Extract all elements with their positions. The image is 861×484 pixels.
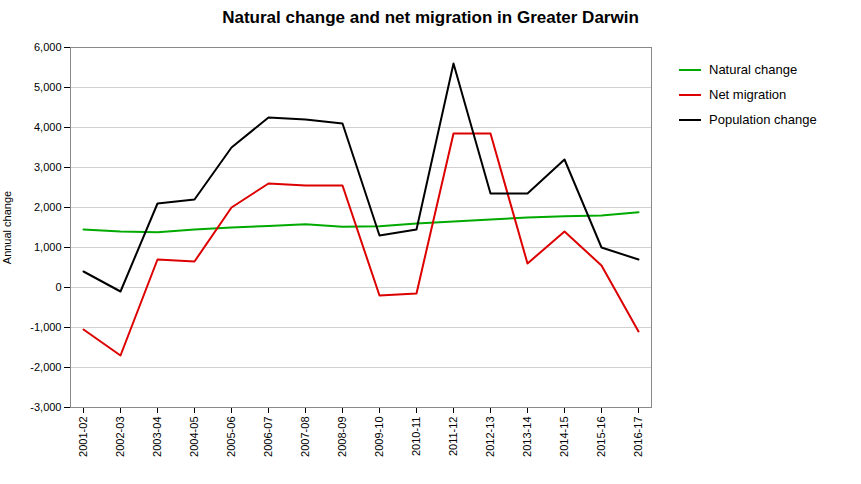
- html-text:Natural change: Natural change: [709, 62, 798, 77]
- svg-text:-1,000: -1,000: [30, 321, 61, 333]
- svg-text:2013-14: 2013-14: [521, 417, 533, 457]
- svg-text:Annual change: Annual change: [1, 191, 13, 264]
- svg-text:2011-12: 2011-12: [447, 417, 459, 457]
- svg-text:0: 0: [55, 281, 61, 293]
- svg-text:6,000: 6,000: [34, 41, 62, 53]
- html-text:Net migration: Net migration: [709, 87, 787, 102]
- svg-text:2008-09: 2008-09: [336, 417, 348, 457]
- svg-text:2012-13: 2012-13: [484, 417, 496, 457]
- svg-text:-3,000: -3,000: [30, 401, 61, 413]
- svg-text:1,000: 1,000: [34, 241, 62, 253]
- html-text:Population change: Population change: [709, 112, 817, 127]
- svg-text:2004-05: 2004-05: [188, 417, 200, 457]
- svg-text:2005-06: 2005-06: [225, 417, 237, 457]
- svg-text:2002-03: 2002-03: [114, 417, 126, 457]
- html-text:Natural change and net migrati: Natural change and net migration in Grea…: [222, 8, 639, 27]
- svg-text:3,000: 3,000: [34, 161, 62, 173]
- svg-text:2001-02: 2001-02: [77, 417, 89, 457]
- svg-text:2007-08: 2007-08: [299, 417, 311, 457]
- svg-text:2003-04: 2003-04: [151, 417, 163, 457]
- svg-text:2014-15: 2014-15: [558, 417, 570, 457]
- svg-text:2,000: 2,000: [34, 201, 62, 213]
- svg-text:-2,000: -2,000: [30, 361, 61, 373]
- svg-text:2006-07: 2006-07: [262, 417, 274, 457]
- svg-text:5,000: 5,000: [34, 81, 62, 93]
- svg-text:2010-11: 2010-11: [410, 417, 422, 457]
- svg-text:4,000: 4,000: [34, 121, 62, 133]
- svg-text:2009-10: 2009-10: [373, 417, 385, 457]
- svg-text:2015-16: 2015-16: [595, 417, 607, 457]
- svg-text:2016-17: 2016-17: [632, 417, 644, 457]
